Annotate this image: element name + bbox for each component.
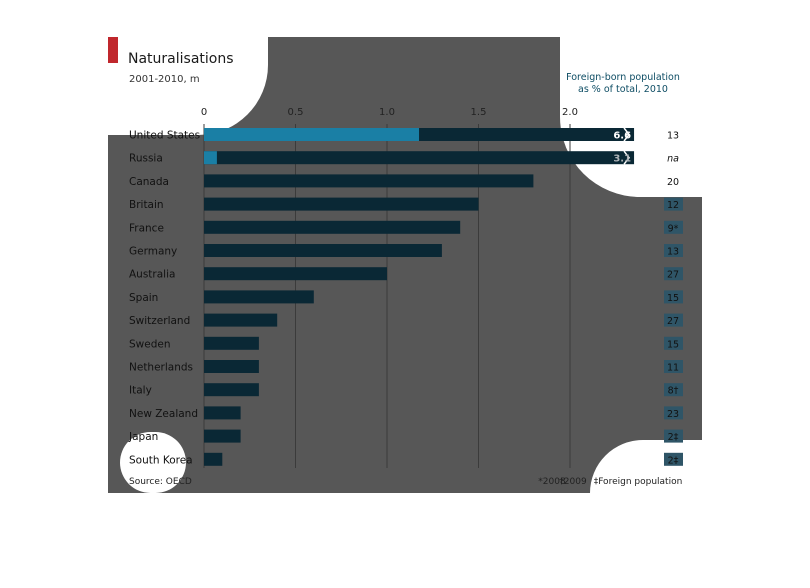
bar-break-mark [623,150,630,165]
right-column-value: 23 [667,409,679,420]
category-label: Germany [129,246,177,258]
bar [204,360,259,373]
right-value-box [664,220,683,234]
right-column-title-line2: as % of total, 2010 [578,84,668,95]
category-label: Russia [129,153,163,165]
category-label: South Korea [129,454,193,466]
category-label: Japan [128,431,158,443]
x-tick-label: 2.0 [562,107,578,118]
right-value-box [664,313,683,327]
category-label: Netherlands [129,362,193,374]
right-column-value: 11 [667,363,679,374]
chart-subtitle: 2001-2010, m [129,74,200,85]
right-column-value: 13 [667,131,679,142]
overlay-blob-bottom-left [120,432,186,493]
right-column-value: 2‡ [668,455,679,466]
category-label: Spain [129,292,158,304]
right-value-box [664,383,683,397]
right-value-box [664,406,683,420]
category-label: Italy [129,385,152,397]
bar-break-mark [623,127,630,142]
bar [204,406,241,420]
bar-value-label: 3.1 [613,154,631,165]
bar-highlight [204,151,217,165]
right-value-box [664,197,683,211]
right-column-value: 2‡ [668,432,679,443]
right-column-value: 8† [668,386,679,397]
category-label: United States [129,130,200,142]
footnote: †2009 [559,477,587,487]
x-tick-label: 0 [201,107,207,118]
right-value-box [664,452,683,466]
bar [204,197,479,211]
bar [204,244,442,257]
bar [204,383,259,397]
right-column-value: 12 [667,200,679,211]
category-label: Australia [129,269,175,281]
right-column-value: 15 [667,293,679,304]
bar [204,267,387,281]
right-value-box [664,290,683,304]
bar [204,313,278,327]
bar [204,452,223,466]
right-column-value: 27 [667,316,679,327]
right-column-value: 9* [668,223,679,234]
right-column-title-line1: Foreign-born population [566,72,680,83]
right-value-box [664,360,683,373]
bar [204,220,461,234]
chart-title: Naturalisations [128,51,234,67]
bar [204,429,241,443]
right-column-value: 20 [667,177,679,188]
footnote: ‡Foreign population [594,477,683,487]
right-value-box [664,244,683,257]
category-label: Sweden [129,338,171,350]
footnote: *2008 [538,477,566,487]
bar [204,151,635,165]
overlay-blob-right [560,37,702,197]
right-value-box [664,429,683,443]
category-label: Britain [129,199,164,211]
x-tick-label: 1.0 [379,107,395,118]
bar [204,290,314,304]
bar-value-label: 6.6 [613,131,631,142]
right-column-value: 15 [667,339,679,350]
right-column-value: na [667,154,679,165]
overlay-blob-left [108,37,268,135]
bar [204,174,534,188]
right-column-value: 27 [667,270,679,281]
accent-corner [108,37,118,63]
right-column-value: 13 [667,247,679,258]
category-label: Canada [129,176,169,188]
bar-highlight [204,128,420,141]
x-tick-label: 0.5 [288,107,304,118]
category-label: Switzerland [129,315,190,327]
bar [204,336,259,350]
category-label: New Zealand [129,408,198,420]
category-label: France [129,222,164,234]
right-value-box [664,336,683,350]
right-value-box [664,267,683,281]
source-note: Source: OECD [129,477,192,487]
x-tick-label: 1.5 [471,107,487,118]
